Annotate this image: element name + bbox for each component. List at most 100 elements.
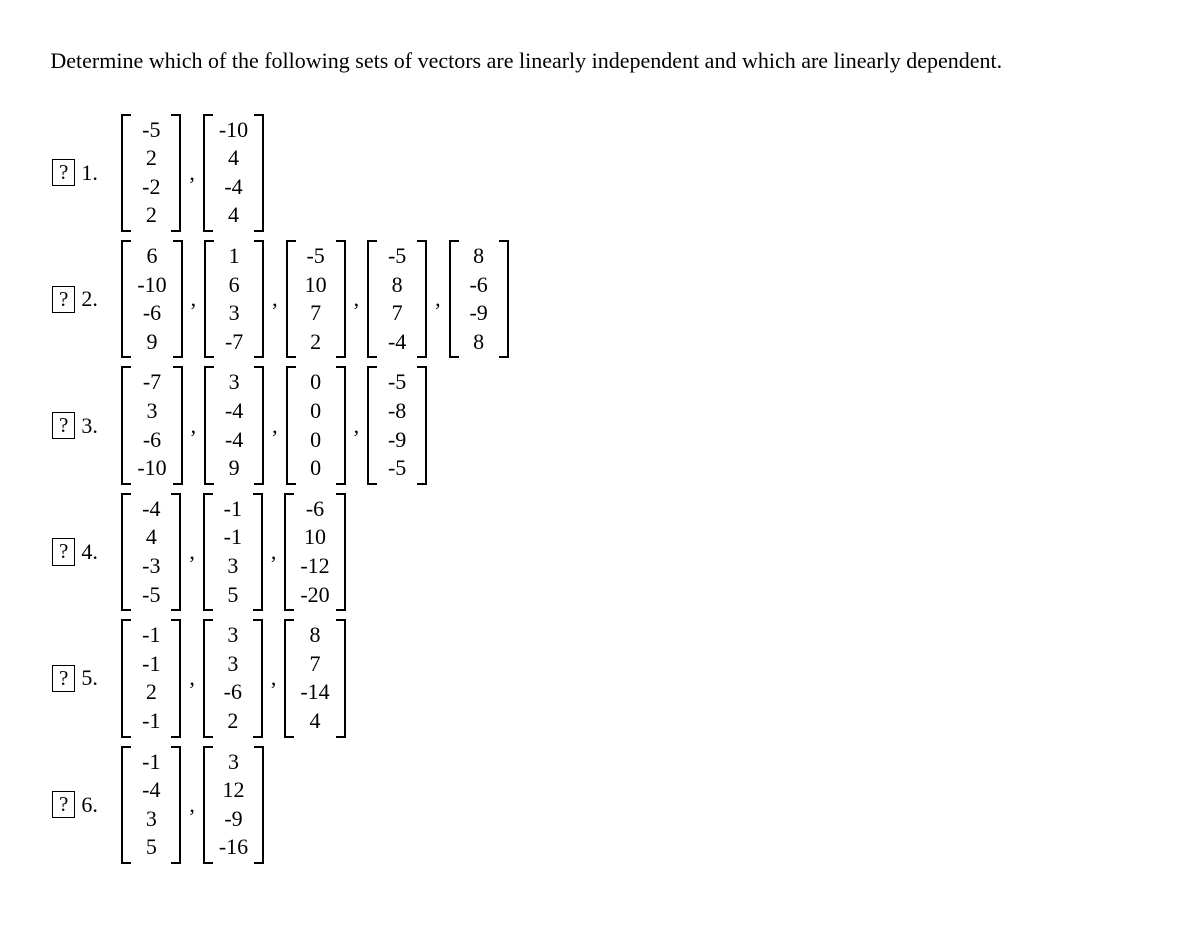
vector-entry: -16 [219,833,248,862]
vector-entry: 2 [302,328,330,357]
vector-entry: -4 [383,328,411,357]
bracket-left [203,112,213,234]
vector-entry: -9 [465,299,493,328]
vector: -73-6-10 [121,364,182,486]
bracket-left [367,364,377,486]
vector-entry: 2 [137,678,165,707]
bracket-left [284,617,294,739]
vector: -1-135 [203,491,263,613]
question-marker: ? [52,159,75,186]
vector-entry: 4 [301,707,329,736]
vector-entry: -6 [301,495,329,524]
bracket-left [286,238,296,360]
problem-label: 1. [81,160,103,186]
bracket-right [254,744,264,866]
vector-set: -73-6-10,3-4-49,0000,-5-8-9-5 [121,364,427,486]
vector: -1-12-1 [121,617,181,739]
vector-entry: 6 [220,271,248,300]
vector-entry: -10 [137,271,166,300]
vector-entries: 0000 [296,364,336,486]
problem-row: ?1.-52-22,-104-44 [52,112,1176,234]
vector: -610-12-20 [284,491,345,613]
vector: 33-62 [203,617,263,739]
vector-entry: 0 [302,426,330,455]
vector-entry: -7 [138,368,166,397]
problem-label: 3. [81,413,103,439]
vector-entry: 4 [219,144,247,173]
vector-entry: -5 [383,454,411,483]
bracket-right [336,364,346,486]
bracket-right [171,112,181,234]
vector-entry: -6 [219,678,247,707]
vector-entry: 8 [465,328,493,357]
vector-entry: -5 [137,581,165,610]
problem-label: 5. [81,665,103,691]
bracket-left [286,364,296,486]
vector-entries: -51072 [296,238,336,360]
bracket-left [121,491,131,613]
vector-entry: -5 [137,116,165,145]
vector-separator: , [271,539,277,565]
bracket-left [121,238,131,360]
intro-text: Determine which of the following sets of… [24,46,1176,76]
bracket-right [171,491,181,613]
bracket-right [417,238,427,360]
vector-entry: 8 [465,242,493,271]
bracket-left [203,491,213,613]
question-marker: ? [52,665,75,692]
vector: 6-10-69 [121,238,182,360]
vector-separator: , [189,539,195,565]
vector: 3-4-49 [204,364,264,486]
vector: 312-9-16 [203,744,264,866]
vector-entry: 3 [219,621,247,650]
vector-entry: 6 [138,242,166,271]
vector-entries: 163-7 [214,238,254,360]
bracket-right [254,238,264,360]
vector-entry: 9 [220,454,248,483]
vector-entries: -104-44 [213,112,254,234]
vector-entry: 3 [220,299,248,328]
bracket-left [203,617,213,739]
bracket-right [173,238,183,360]
vector-entry: -6 [465,271,493,300]
vector-entries: -73-6-10 [131,364,172,486]
vector-entries: 8-6-98 [459,238,499,360]
vector-entry: 7 [302,299,330,328]
vector-entry: 12 [219,776,247,805]
vector-entry: 8 [383,271,411,300]
bracket-right [336,238,346,360]
problem-label: 2. [81,286,103,312]
vector-entry: -9 [383,426,411,455]
vector-entry: -6 [138,299,166,328]
vector-entry: 2 [137,144,165,173]
vector-entry: 3 [138,397,166,426]
vector-entry: -4 [137,776,165,805]
vector-entry: 4 [219,201,247,230]
vector-entry: -1 [137,621,165,650]
bracket-right [171,744,181,866]
vector-entry: -20 [300,581,329,610]
vector-entry: -10 [219,116,248,145]
vector-set: -1-435, 312-9-16 [121,744,264,866]
vector-entry: 4 [137,523,165,552]
bracket-left [121,112,131,234]
problem-row: ?6.-1-435,312-9-16 [52,744,1176,866]
vector: -104-44 [203,112,264,234]
vector-entries: -1-435 [131,744,171,866]
vector-separator: , [272,413,278,439]
vector-separator: , [272,286,278,312]
vector-entry: 10 [301,523,329,552]
bracket-right [336,617,346,739]
vector-set: 6-10-69,163-7,-51072,-587-4,8-6-98 [121,238,508,360]
vector-entry: 0 [302,397,330,426]
vector-entry: -1 [137,650,165,679]
problem-label: 6. [81,792,103,818]
vector-set: -44-3-5,-1-135,-610-12-20 [121,491,345,613]
vector-entry: 1 [220,242,248,271]
vector-entry: 5 [137,833,165,862]
question-marker: ? [52,412,75,439]
vector-entry: 5 [219,581,247,610]
vector-separator: , [189,792,195,818]
vector: 0000 [286,364,346,486]
vector-entry: 3 [220,368,248,397]
